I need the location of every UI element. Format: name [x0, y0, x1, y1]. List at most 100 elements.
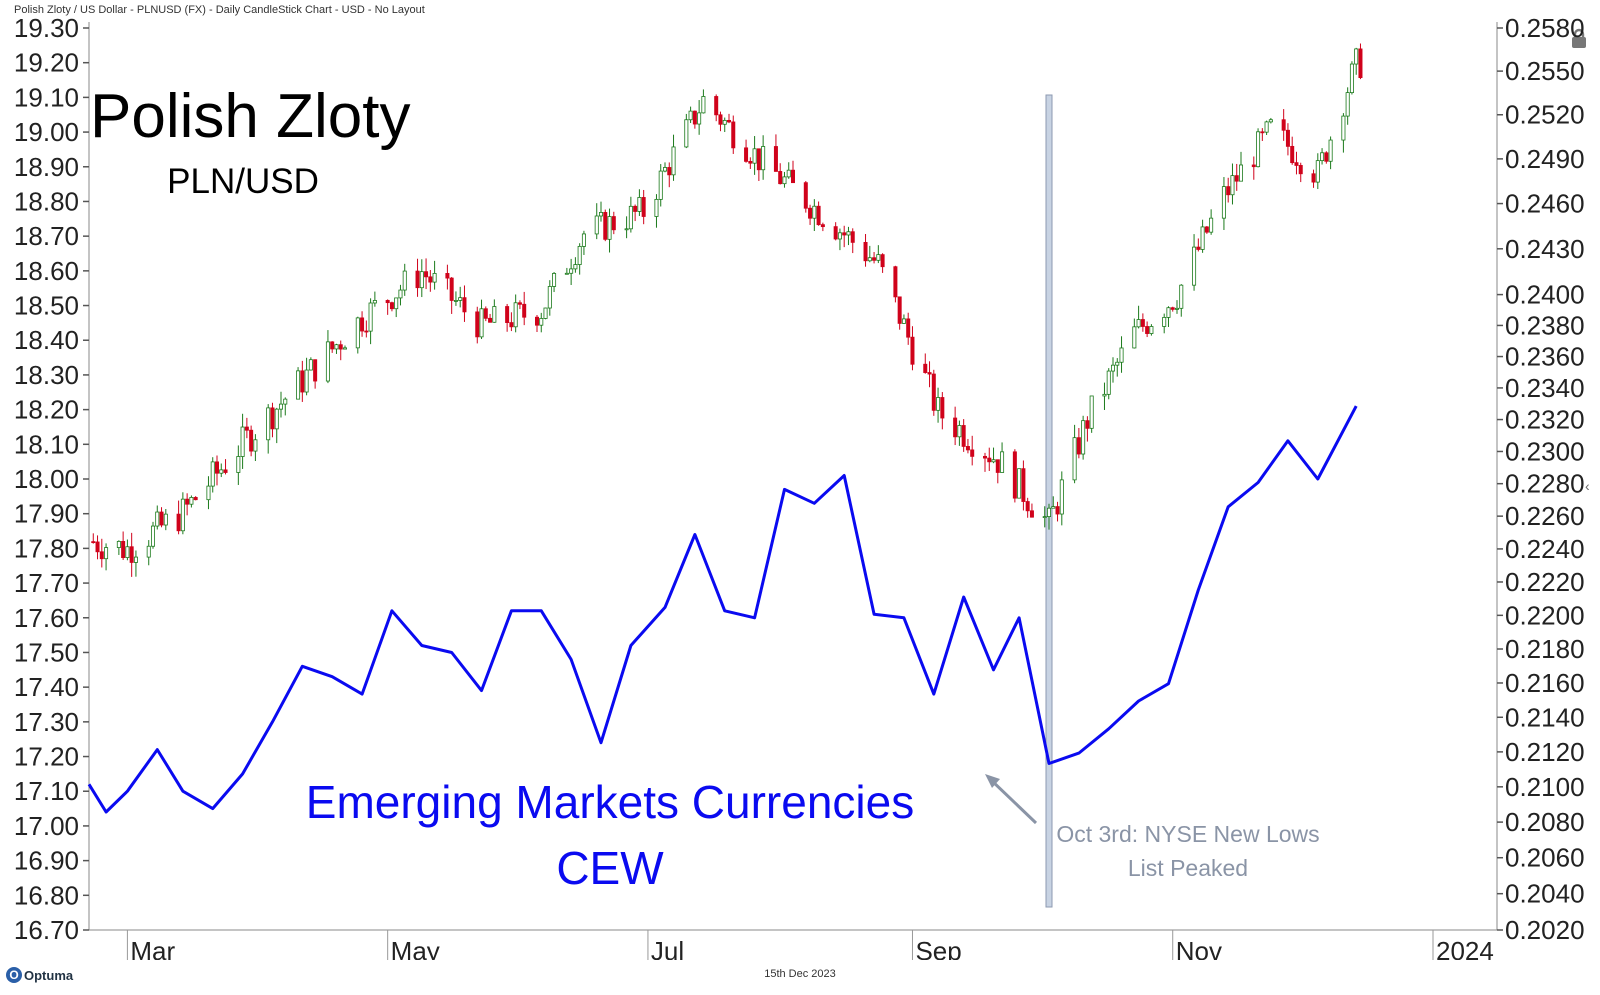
- candle: [581, 230, 586, 255]
- annotation-line2: List Peaked: [1128, 855, 1248, 881]
- plnusd-candles: [91, 43, 1363, 577]
- candle: [692, 110, 697, 129]
- candle: [1311, 169, 1316, 188]
- candle: [1166, 306, 1171, 327]
- candle: [1226, 177, 1231, 203]
- right-axis-tick-label: 0.2300: [1505, 436, 1585, 466]
- candle: [1029, 503, 1034, 518]
- candle: [129, 532, 134, 577]
- optuma-logo: O Optuma: [6, 967, 73, 983]
- candle: [552, 272, 557, 293]
- right-axis-tick-label: 0.2380: [1505, 310, 1585, 340]
- candle: [983, 452, 988, 472]
- annotation-arrow-head: [985, 774, 1000, 788]
- left-axis-tick-label: 17.20: [14, 742, 79, 772]
- candle: [159, 507, 164, 528]
- candle: [266, 404, 271, 454]
- chart-labels: Polish Zloty PLN/USD Emerging Markets Cu…: [90, 82, 1320, 894]
- chart: 19.30 19.20 19.10 19.00 18.90 18.80 18.70 18.60…: [14, 13, 1585, 960]
- candle: [880, 253, 885, 273]
- left-axis-tick-label: 17.60: [14, 603, 79, 633]
- left-axis-tick-label: 17.30: [14, 707, 79, 737]
- candle: [1175, 300, 1180, 314]
- lock-icon[interactable]: [1568, 27, 1590, 49]
- candle: [641, 189, 646, 225]
- left-axis-tick-label: 18.80: [14, 186, 79, 216]
- candle: [722, 117, 727, 133]
- candle: [185, 493, 190, 516]
- candle: [1234, 163, 1239, 191]
- candle: [488, 313, 493, 323]
- candle: [394, 297, 399, 318]
- right-axis-tick-label: 0.2160: [1505, 668, 1585, 698]
- chevron-left-icon[interactable]: ‹: [1585, 478, 1590, 494]
- candle: [505, 303, 510, 332]
- candle: [1281, 109, 1286, 141]
- candle: [155, 505, 160, 530]
- candle: [837, 228, 842, 251]
- candle: [133, 550, 138, 577]
- candle: [752, 136, 757, 175]
- candle: [330, 341, 335, 353]
- candle: [577, 243, 582, 275]
- candle: [462, 285, 467, 322]
- optuma-logo-icon: O: [6, 967, 22, 983]
- x-axis-tick-label: Nov: [1176, 936, 1222, 960]
- candle: [1345, 87, 1350, 125]
- left-axis-tick-label: 17.00: [14, 811, 79, 841]
- right-axis-tick-label: 0.2180: [1505, 634, 1585, 664]
- candle: [176, 500, 181, 535]
- candle: [270, 402, 275, 438]
- candle: [1251, 156, 1256, 180]
- candle: [906, 312, 911, 345]
- candle: [1358, 43, 1363, 80]
- candle: [283, 397, 288, 416]
- candle: [513, 294, 518, 333]
- candle: [1230, 163, 1235, 205]
- candle: [355, 316, 360, 354]
- candle: [863, 234, 868, 267]
- annotation-line1: Oct 3rd: NYSE New Lows: [1056, 821, 1319, 847]
- candle: [180, 492, 185, 535]
- candle: [658, 164, 663, 207]
- candle: [453, 291, 458, 306]
- right-axis-tick-label: 0.2320: [1505, 405, 1585, 435]
- candle: [1136, 305, 1141, 329]
- candle: [1179, 284, 1184, 317]
- left-axis-tick-label: 18.30: [14, 360, 79, 390]
- candle: [1264, 120, 1269, 135]
- candle: [931, 369, 936, 416]
- overlay-label-line1: Emerging Markets Currencies: [306, 776, 914, 828]
- left-axis: 19.30 19.20 19.10 19.00 18.90 18.80 18.70 18.60…: [14, 13, 89, 945]
- candle: [308, 357, 313, 371]
- candle: [1132, 318, 1137, 349]
- right-axis-tick-label: 0.2460: [1505, 189, 1585, 219]
- x-axis-tick-label: 2024: [1436, 936, 1494, 960]
- candle: [244, 417, 249, 439]
- candle: [936, 387, 941, 423]
- oct-3-marker: [1045, 94, 1053, 908]
- candle: [820, 222, 825, 232]
- candle: [1119, 336, 1124, 373]
- candle: [1055, 501, 1060, 522]
- left-axis-tick-label: 18.20: [14, 395, 79, 425]
- left-axis-tick-label: 18.60: [14, 256, 79, 286]
- candle: [325, 330, 330, 384]
- candle: [304, 357, 309, 396]
- candle: [1209, 209, 1214, 235]
- right-axis-tick-label: 0.2080: [1505, 807, 1585, 837]
- candle: [654, 194, 659, 228]
- candle: [360, 311, 365, 337]
- candle: [910, 326, 915, 371]
- candle: [372, 291, 377, 307]
- candle: [599, 201, 604, 222]
- right-axis-tick-label: 0.2020: [1505, 915, 1585, 945]
- candle: [633, 204, 638, 222]
- candle: [1328, 136, 1333, 170]
- candle: [846, 226, 851, 246]
- left-axis-tick-label: 18.50: [14, 291, 79, 321]
- candle: [867, 245, 872, 263]
- candle: [791, 160, 796, 184]
- candle: [432, 260, 437, 290]
- candle: [1260, 128, 1265, 141]
